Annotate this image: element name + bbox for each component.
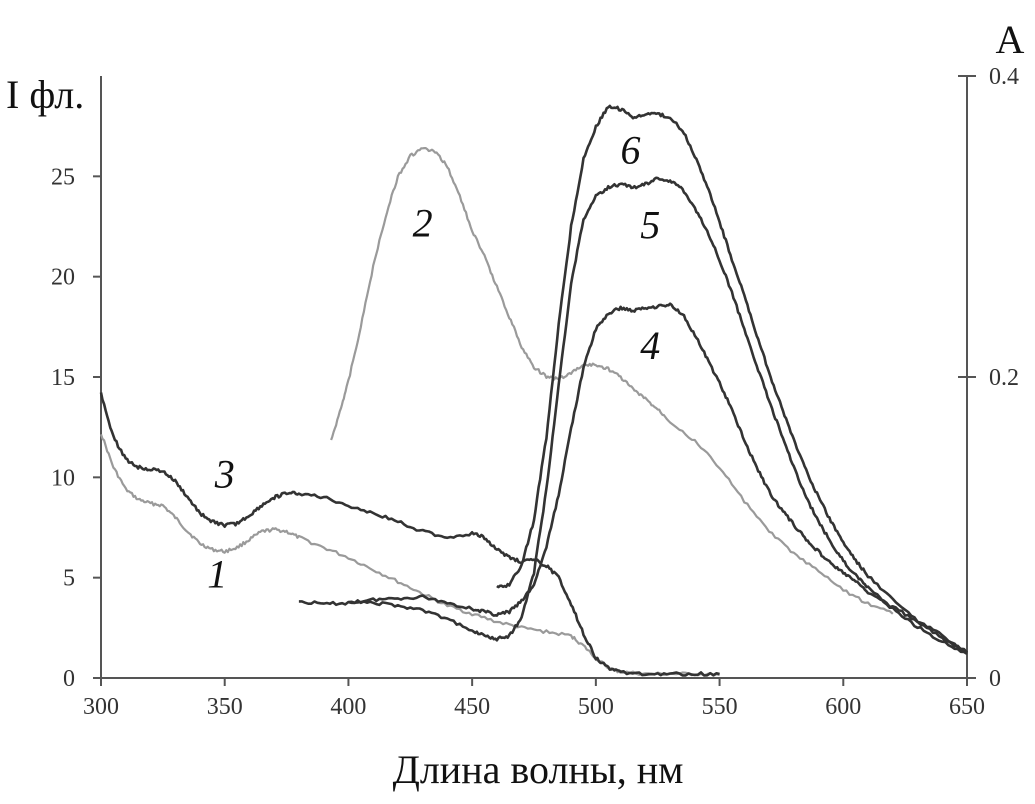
series-group [99, 104, 968, 677]
left-y-tick-label: 10 [51, 465, 75, 491]
series-line-5 [348, 176, 968, 655]
series-line-3 [99, 392, 720, 677]
x-tick-label: 600 [825, 694, 861, 720]
left-y-tick-label: 20 [51, 265, 75, 291]
series-label-4: 4 [640, 323, 660, 368]
tick-marks [93, 75, 976, 686]
series-label-5: 5 [640, 203, 660, 248]
left-y-tick-label: 0 [63, 666, 75, 692]
right-y-tick-label: 0.2 [989, 365, 1019, 391]
x-tick-label: 450 [454, 694, 490, 720]
series-line-4 [298, 302, 968, 654]
series-line-1 [99, 434, 720, 677]
right-y-tick-label: 0.4 [989, 64, 1019, 90]
x-tick-label: 650 [949, 694, 985, 720]
series-line-6 [496, 104, 968, 654]
series-label-6: 6 [620, 127, 640, 172]
series-label-3: 3 [214, 451, 235, 496]
x-tick-label: 500 [578, 694, 614, 720]
x-axis-title: Длина волны, нм [393, 747, 684, 792]
series-label-1: 1 [207, 552, 227, 597]
left-y-tick-label: 25 [51, 164, 75, 190]
series-labels: 1 2 3 4 56 [207, 127, 660, 596]
x-tick-label: 550 [702, 694, 738, 720]
x-tick-label: 400 [330, 694, 366, 720]
left-y-axis-title: I фл. [6, 72, 84, 117]
chart-axes [100, 76, 968, 679]
right-y-tick-label: 0 [989, 666, 1001, 692]
right-y-axis-title: A [996, 17, 1025, 62]
left-y-tick-label: 15 [51, 365, 75, 391]
left-y-tick-label: 5 [63, 566, 75, 592]
tick-labels: 300 350 400 450 500 550 600 650051015202500.20.… [51, 64, 1019, 720]
series-label-2: 2 [413, 201, 433, 246]
x-tick-label: 300 [83, 694, 119, 720]
x-tick-label: 350 [207, 694, 243, 720]
